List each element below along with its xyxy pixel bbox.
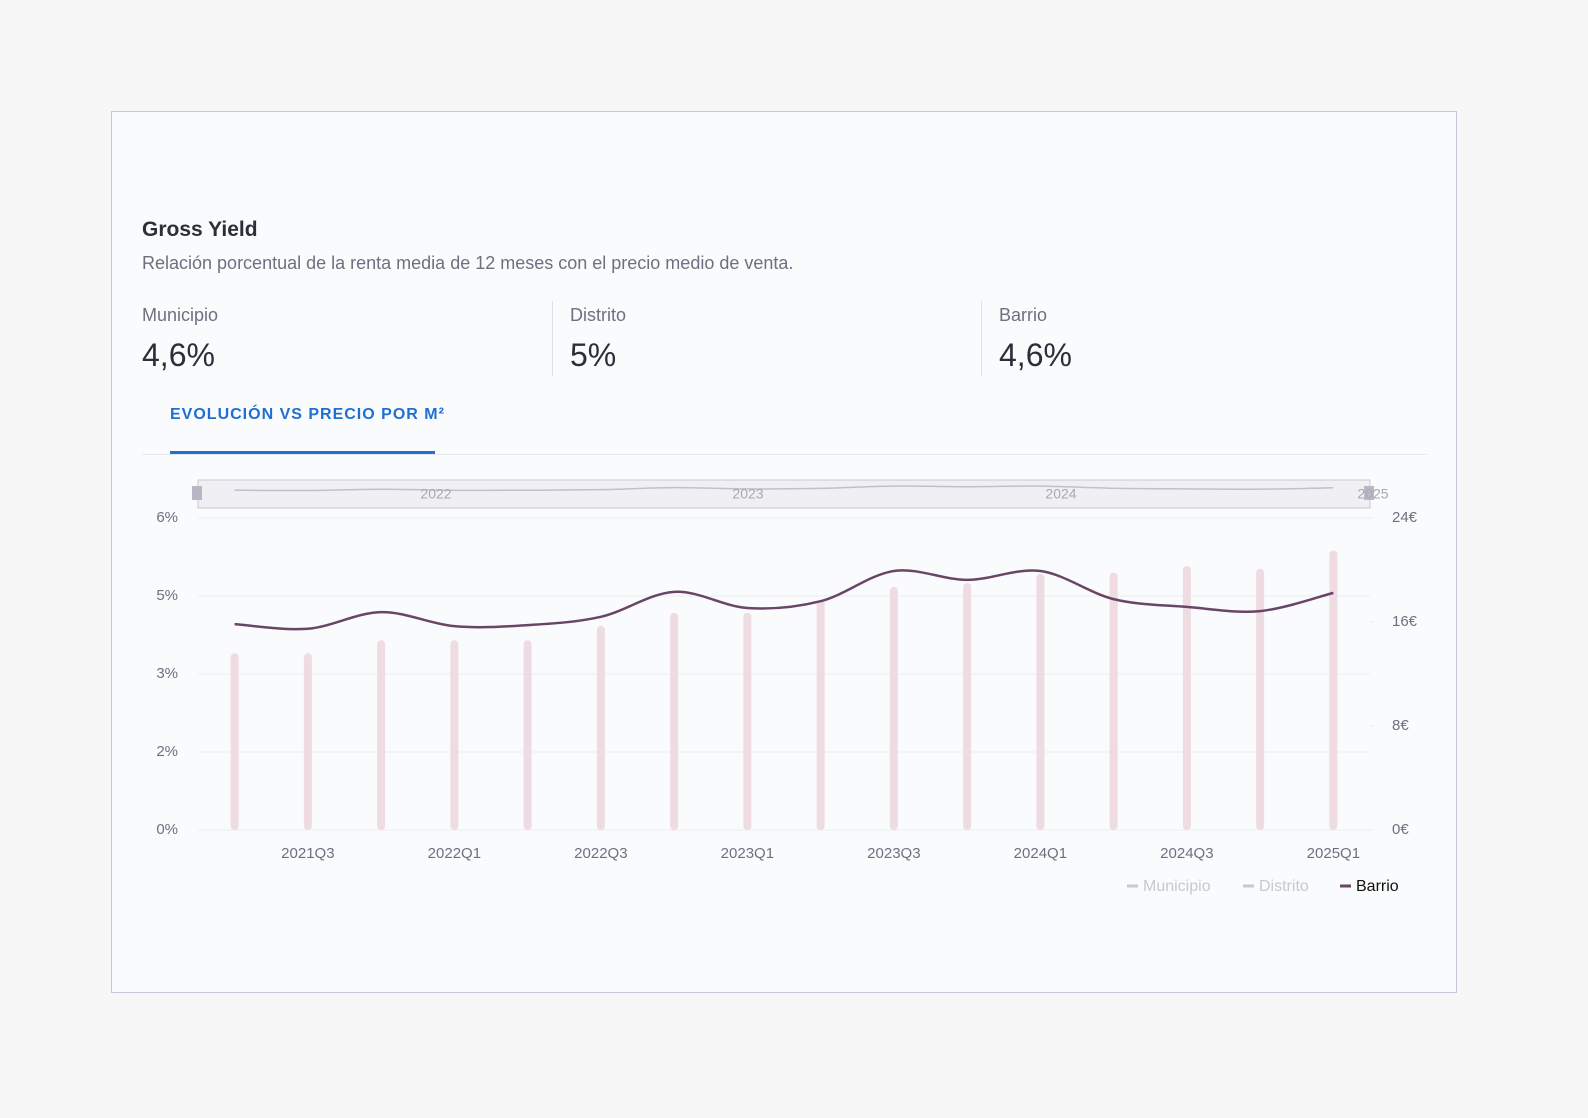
- tab-underline: [170, 451, 435, 454]
- y-tick-label: 2%: [156, 743, 178, 760]
- navigator: [197, 479, 1371, 509]
- y2-tick-label: 8€: [1392, 717, 1409, 734]
- bar: [1182, 566, 1191, 830]
- x-tick-label: 2023Q1: [721, 845, 774, 862]
- bar: [1109, 572, 1118, 830]
- stat-value: 4,6%: [142, 337, 215, 373]
- navigator-line: [234, 485, 1334, 492]
- x-tick-label: 2022Q1: [428, 845, 481, 862]
- subtitle: Relación porcentual de la renta media de…: [142, 253, 794, 273]
- stat-value: 4,6%: [999, 337, 1072, 373]
- x-tick-label: 2023Q3: [867, 845, 920, 862]
- navigator-handle[interactable]: [1364, 486, 1374, 500]
- bar: [596, 625, 605, 830]
- y-tick-label: 5%: [156, 587, 178, 604]
- y2-tick-label: 0€: [1392, 821, 1409, 838]
- bar: [963, 583, 972, 830]
- navigator-label: 2023: [732, 486, 763, 502]
- navigator-label: 2024: [1045, 486, 1076, 502]
- line: [234, 569, 1334, 631]
- x-tick-label: 2024Q3: [1160, 845, 1213, 862]
- divider: [552, 301, 553, 376]
- bar: [670, 612, 679, 830]
- y2-tick-label: 16€: [1392, 613, 1418, 630]
- bar: [1329, 550, 1338, 830]
- bar: [889, 586, 898, 830]
- bar: [743, 612, 752, 830]
- navigator-label: 2025: [1357, 486, 1388, 502]
- stat-value: 5%: [570, 337, 617, 373]
- x-tick-label: 2025Q1: [1307, 845, 1360, 862]
- y2-tick-label: 24€: [1392, 509, 1418, 526]
- x-tick-label: 2022Q3: [574, 845, 627, 862]
- bar: [450, 640, 459, 830]
- y-tick-label: 3%: [156, 665, 178, 682]
- y-tick-label: 6%: [156, 509, 178, 526]
- stat-label: Municipio: [142, 305, 219, 325]
- tab[interactable]: EVOLUCIÓN VS PRECIO POR M²: [170, 406, 445, 423]
- stat-label: Distrito: [570, 305, 627, 325]
- x-tick-label: 2021Q3: [281, 845, 334, 862]
- bar: [230, 653, 239, 830]
- bar: [523, 640, 532, 830]
- bar: [377, 640, 386, 830]
- bar: [816, 599, 825, 830]
- x-tick-label: 2024Q1: [1014, 845, 1067, 862]
- legend-label[interactable]: Distrito: [1259, 878, 1309, 895]
- title: Gross Yield: [142, 218, 258, 241]
- legend-label[interactable]: Municipio: [1143, 878, 1211, 895]
- bar: [1256, 568, 1265, 830]
- navigator-handle[interactable]: [192, 486, 202, 500]
- stat-label: Barrio: [999, 305, 1048, 325]
- navigator-label: 2022: [420, 486, 451, 502]
- card: Gross Yield Relación porcentual de la re…: [111, 111, 1457, 993]
- bar: [303, 653, 312, 830]
- divider: [981, 301, 982, 376]
- y-tick-label: 0%: [156, 821, 178, 838]
- bar: [1036, 573, 1045, 830]
- separator: [142, 454, 1427, 455]
- legend-label[interactable]: Barrio: [1356, 878, 1399, 895]
